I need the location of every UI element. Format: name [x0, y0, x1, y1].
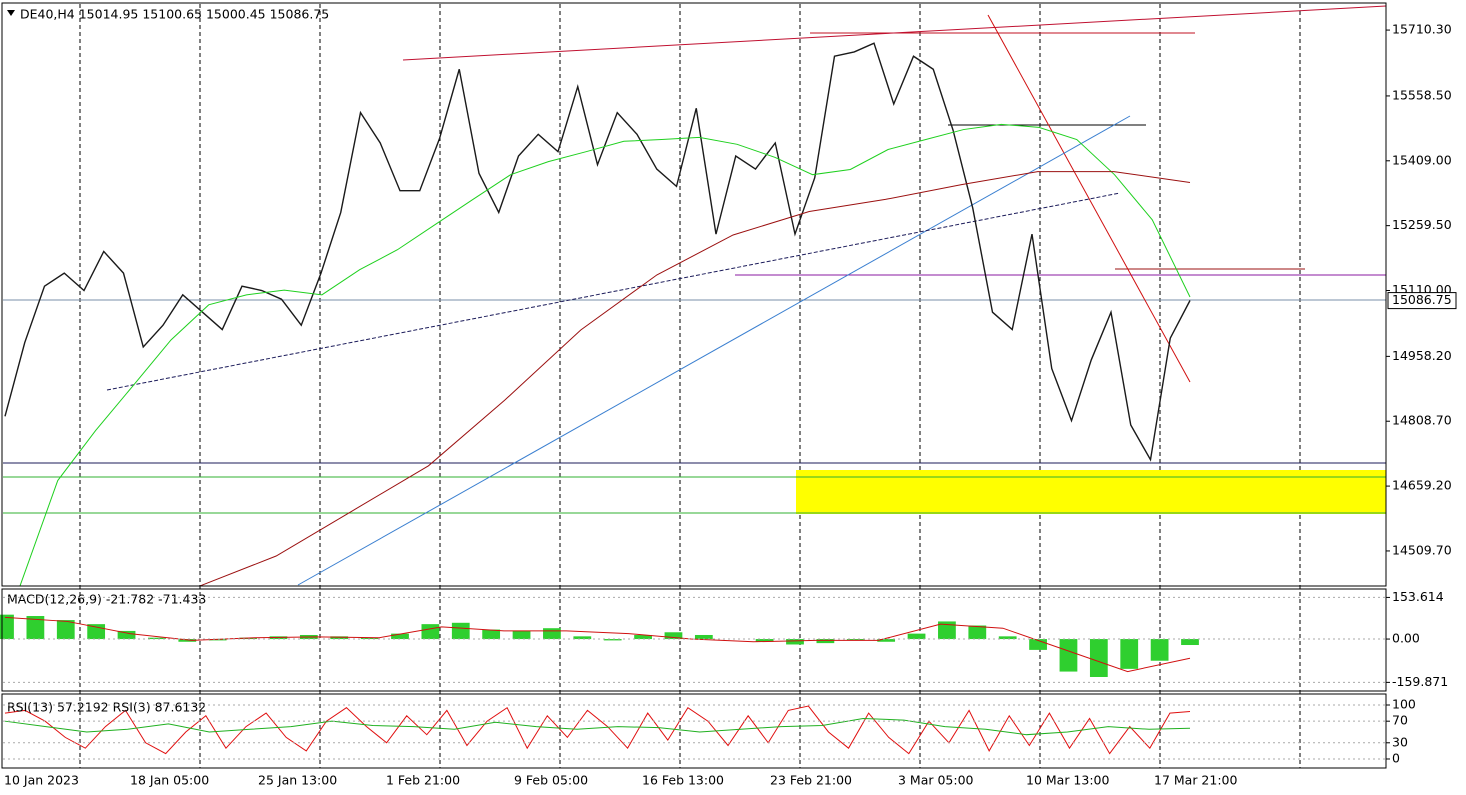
- histogram-bar: [786, 639, 804, 645]
- histogram-bar: [938, 621, 956, 640]
- x-tick-label: 10 Jan 2023: [4, 773, 79, 788]
- price-line: [4, 42, 1191, 462]
- x-tick-label: 23 Feb 21:00: [770, 773, 852, 788]
- rsi-frame: [1, 693, 1387, 769]
- y-tick-label: 70: [1392, 713, 1408, 728]
- indicator-line: [4, 705, 1191, 755]
- indicator-line: [4, 616, 1191, 673]
- histogram-bar: [1181, 639, 1199, 646]
- main-frame: [1, 2, 1387, 587]
- trend-line: [987, 14, 1191, 383]
- histogram-bar: [482, 629, 501, 640]
- y-tick-label: 153.614: [1392, 589, 1444, 604]
- histogram-bar: [664, 632, 683, 640]
- histogram-bar: [56, 620, 75, 640]
- x-tick-label: 16 Feb 13:00: [642, 773, 724, 788]
- trend-line: [297, 115, 1131, 586]
- current-price-box: [1387, 292, 1457, 310]
- y-tick-label: -159.871: [1392, 674, 1448, 689]
- histogram-bar: [694, 634, 713, 640]
- histogram-bar: [1120, 639, 1139, 669]
- histogram-bar: [846, 639, 865, 641]
- y-tick-label: 15409.00: [1392, 152, 1452, 167]
- histogram-bar: [968, 625, 987, 640]
- plot: [0, 42, 1199, 755]
- x-tick-label: 18 Jan 05:00: [130, 773, 209, 788]
- trend-line: [106, 192, 1121, 391]
- trend-line: [402, 5, 1387, 61]
- y-tick-label: 0.00: [1392, 631, 1420, 646]
- histogram-bar: [603, 639, 622, 641]
- x-tick-label: 17 Mar 21:00: [1154, 773, 1238, 788]
- histogram-bar: [1029, 639, 1047, 650]
- panel-title: DE40,H4 15014.95 15100.65 15000.45 15086…: [20, 7, 329, 22]
- histogram-bar: [117, 630, 136, 640]
- y-tick-label: 30: [1392, 734, 1408, 749]
- histogram-bar: [1150, 639, 1169, 661]
- x-tick-label: 9 Feb 05:00: [514, 773, 588, 788]
- histogram-bar: [755, 639, 774, 642]
- histogram-bar: [26, 616, 45, 640]
- histogram-bar: [0, 614, 14, 640]
- histogram-bar: [634, 634, 652, 640]
- y-tick-label: 100: [1392, 696, 1416, 711]
- y-tick-label: 14509.70: [1392, 542, 1452, 557]
- indicator-line: [199, 171, 1191, 587]
- x-tick-label: 3 Mar 05:00: [898, 773, 974, 788]
- histogram-bar: [877, 639, 896, 642]
- y-tick-label: 14958.20: [1392, 348, 1452, 363]
- histogram-bar: [816, 639, 835, 644]
- histogram-bar: [543, 628, 561, 640]
- x-tick-label: 10 Mar 13:00: [1026, 773, 1110, 788]
- y-tick-label: 14808.70: [1392, 413, 1452, 428]
- histogram-bar: [391, 633, 409, 640]
- menu-arrow[interactable]: [7, 10, 15, 16]
- histogram-bar: [360, 637, 379, 640]
- histogram-bar: [512, 630, 531, 640]
- panel-title: MACD(12,26,9) -21.782 -71.433: [7, 592, 206, 607]
- histogram-bar: [573, 636, 592, 640]
- x-tick-label: 1 Feb 21:00: [386, 773, 460, 788]
- macd-frame: [1, 588, 1387, 692]
- histogram-bar: [87, 624, 106, 640]
- histogram-bar: [178, 639, 197, 642]
- histogram-bar: [1059, 639, 1078, 672]
- histogram-bar: [998, 636, 1017, 640]
- histogram-bar: [148, 637, 166, 640]
- indicator-line: [4, 717, 1191, 736]
- y-tick-label: 0: [1392, 750, 1400, 765]
- y-tick-label: 14659.20: [1392, 478, 1452, 493]
- histogram-bar: [421, 624, 440, 640]
- y-tick-label: 15710.30: [1392, 22, 1452, 37]
- indicator-line: [19, 123, 1191, 587]
- panel-title: RSI(13) 57.2192 RSI(3) 87.6132: [7, 700, 206, 715]
- y-tick-label: 15558.50: [1392, 87, 1452, 102]
- histogram-bar: [451, 622, 470, 640]
- histogram-bar: [1089, 639, 1108, 677]
- current-price-label: 15086.75: [1392, 292, 1452, 307]
- time-grid: [79, 4, 1301, 768]
- histogram-bar: [907, 633, 926, 640]
- x-tick-label: 25 Jan 13:00: [258, 773, 337, 788]
- histogram-bar: [330, 636, 349, 640]
- y-tick-label: 15259.50: [1392, 217, 1452, 232]
